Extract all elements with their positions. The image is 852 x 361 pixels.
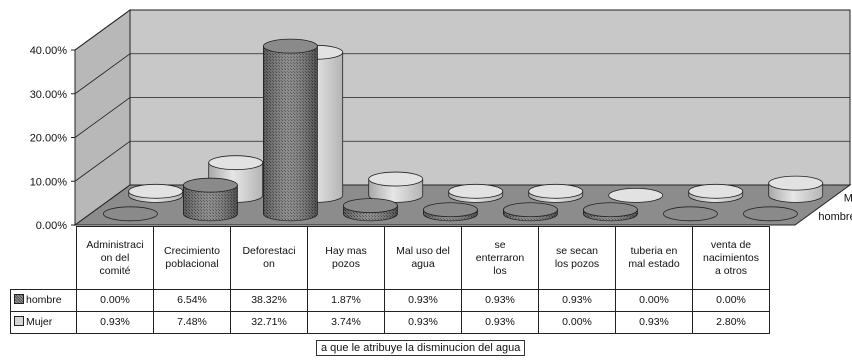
cylinder-top: [448, 183, 504, 199]
data-label: 0.93%: [384, 311, 462, 334]
gridline: [74, 53, 850, 95]
bar-Mujer-4: [448, 183, 504, 203]
data-label: 0.93%: [615, 311, 693, 334]
cylinder-top: [663, 206, 718, 222]
data-label: 32.71%: [230, 311, 308, 334]
data-label: 0.00%: [615, 289, 693, 312]
bar-Mujer-0: [128, 183, 184, 203]
category-label: tuberia en mal estado: [615, 226, 693, 290]
table-row-hombre: hombre 0.00% 6.54% 38.32% 1.87% 0.93% 0.93% 0.9…: [10, 289, 770, 312]
cylinder-top: [608, 187, 664, 203]
data-label: 0.93%: [461, 311, 539, 334]
bar-hombre-0: [102, 206, 158, 222]
gridline: [74, 97, 850, 138]
data-label: 0.93%: [384, 289, 462, 312]
cylinder-top: [182, 177, 238, 193]
data-label: 6.54%: [153, 289, 231, 312]
data-label: 0.00%: [76, 289, 154, 312]
cylinder-top: [768, 175, 824, 191]
series-depth-labels: Mujer hombre: [818, 192, 852, 222]
cylinder-shade: [183, 185, 238, 221]
series-label-hombre: hombre: [818, 211, 852, 223]
y-tick-label: 0.00%: [36, 220, 67, 232]
gridline: [74, 9, 850, 51]
legend-key-Mujer: Mujer: [10, 311, 77, 334]
data-label: 0.93%: [461, 289, 539, 312]
data-label: 7.48%: [153, 311, 231, 334]
bar-hombre-4: [422, 202, 478, 222]
data-label: 0.00%: [538, 311, 616, 334]
bar-hombre-1: [182, 177, 238, 222]
cylinder-top: [503, 202, 558, 218]
table-header-row: Administraci on del comité Crecimiento pobla…: [11, 226, 770, 290]
cylinder-top: [262, 38, 318, 54]
bar-Mujer-7: [688, 183, 744, 203]
category-label: venta de nacimientos a otros: [692, 226, 770, 290]
data-table: Administraci on del comité Crecimiento pobla…: [10, 226, 770, 334]
bar-Mujer-6: [608, 187, 664, 203]
cylinder-top: [368, 171, 424, 187]
category-label: Crecimiento poblacional: [153, 226, 231, 290]
y-tick-label: 40.00%: [30, 45, 68, 57]
legend-key-hombre: hombre: [10, 289, 77, 312]
cylinder-top: [422, 202, 478, 218]
bar-hombre-8: [743, 206, 798, 222]
y-tick-label: 10.00%: [30, 176, 68, 188]
data-label: 1.87%: [307, 289, 385, 312]
cylinder-top: [208, 155, 264, 171]
data-label: 2.80%: [692, 311, 770, 334]
category-label: Hay mas pozos: [307, 226, 385, 290]
table-row-Mujer: Mujer 0.93% 7.48% 32.71% 3.74% 0.93% 0.93% 0.00…: [10, 311, 770, 334]
chart-marks: [102, 38, 824, 222]
bar-hombre-6: [583, 202, 638, 222]
y-tick-label: 30.00%: [30, 89, 68, 101]
bar-Mujer-5: [528, 183, 584, 203]
cylinder-top: [583, 202, 638, 218]
cylinder-top: [342, 198, 398, 214]
bar-hombre-7: [663, 206, 718, 222]
cylinder-shade: [263, 46, 318, 221]
data-label: 0.00%: [692, 289, 770, 312]
cylinder-top: [102, 206, 158, 222]
bar-Mujer-3: [368, 171, 424, 203]
category-label: se secan los pozos: [538, 226, 616, 290]
category-label: Administraci on del comité: [76, 226, 154, 290]
legend-swatch: [14, 294, 24, 304]
table-corner: [11, 227, 77, 290]
bar-hombre-5: [503, 202, 558, 222]
y-axis: 0.00% 10.00% 20.00% 30.00% 40.00%: [30, 45, 76, 232]
gridline: [74, 140, 850, 182]
category-label: Mal uso del agua: [384, 226, 462, 290]
series-label-Mujer: Mujer: [844, 192, 852, 204]
data-label: 0.93%: [538, 289, 616, 312]
data-label: 3.74%: [307, 311, 385, 334]
cylinder-top: [743, 206, 798, 222]
category-label: Deforestaci on: [230, 226, 308, 290]
bar-hombre-3: [342, 198, 398, 222]
x-axis-title: a que le atribuye la disminucion del agu…: [316, 340, 526, 356]
cylinder-top: [528, 183, 584, 199]
cylinder-top: [688, 183, 744, 199]
y-tick-label: 20.00%: [30, 133, 68, 145]
cylinder-top: [128, 183, 184, 199]
data-label: 38.32%: [230, 289, 308, 312]
bar-hombre-2: [262, 38, 318, 222]
category-label: se enterraron los: [461, 226, 539, 290]
legend-swatch: [14, 316, 24, 326]
bar-Mujer-8: [768, 175, 824, 203]
data-label: 0.93%: [76, 311, 154, 334]
